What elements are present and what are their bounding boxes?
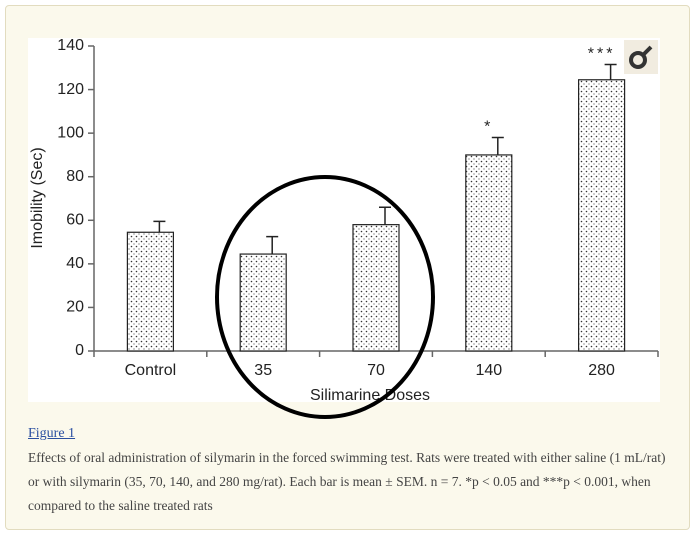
figure-link[interactable]: Figure 1 <box>28 426 76 441</box>
y-tick-label: 120 <box>57 81 84 98</box>
y-tick-label: 140 <box>57 37 84 54</box>
x-tick-label: 70 <box>367 362 385 379</box>
error-bar <box>604 63 617 80</box>
x-tick-label: Control <box>125 362 177 379</box>
x-axis-title: Silimarine Doses <box>310 387 430 404</box>
error-bar <box>153 220 166 233</box>
x-tick-label: 140 <box>475 362 502 379</box>
significance-label: *** <box>588 46 616 63</box>
x-tick-label: 35 <box>254 362 272 379</box>
y-tick-label: 20 <box>66 299 84 316</box>
bar <box>126 231 175 352</box>
error-bar <box>266 235 279 255</box>
error-bar <box>379 206 391 225</box>
x-tick-label: 280 <box>588 362 615 379</box>
y-tick-label: 80 <box>66 168 84 185</box>
logo-icon <box>624 40 658 74</box>
highlight-circle <box>215 175 435 419</box>
y-tick-label: 0 <box>75 342 84 359</box>
significance-label: * <box>484 119 493 136</box>
y-tick-label: 40 <box>66 255 84 272</box>
bar <box>239 253 287 352</box>
figure-caption: Effects of oral administration of silyma… <box>28 450 666 513</box>
error-bar <box>491 136 504 155</box>
bar <box>465 154 513 352</box>
chart-background <box>28 38 660 402</box>
y-tick-label: 100 <box>57 124 84 141</box>
bar <box>577 79 626 352</box>
y-axis-title: Imobility (Sec) <box>29 147 46 248</box>
y-tick-label: 60 <box>66 212 84 229</box>
bar <box>352 224 400 352</box>
